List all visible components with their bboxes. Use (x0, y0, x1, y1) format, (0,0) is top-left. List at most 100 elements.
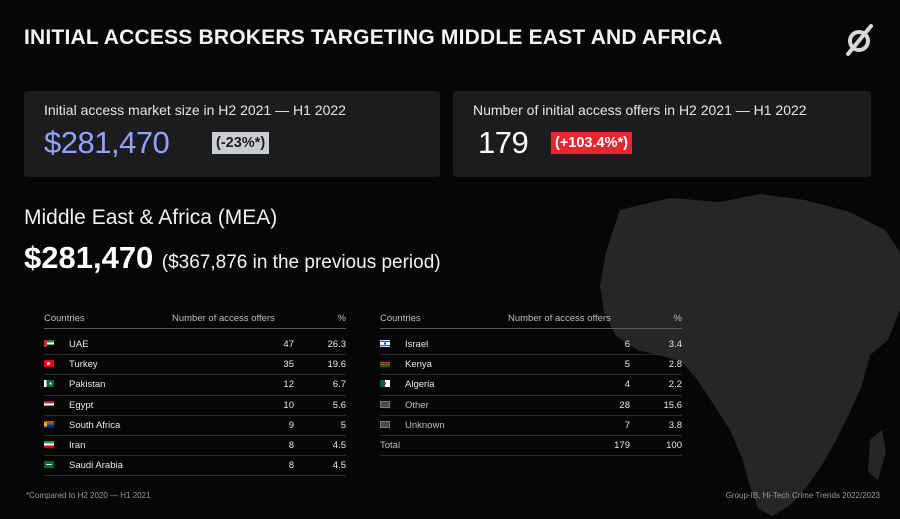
offers-count-change-badge: (+103.4%*) (551, 132, 632, 154)
country-name: Pakistan (69, 379, 106, 391)
offers-cell: 9 (172, 415, 294, 436)
country-cell: Pakistan (44, 374, 172, 396)
percent-cell: 5.6 (294, 395, 346, 416)
country-name: Other (405, 399, 429, 411)
table-row: Egypt 10 5.6 (44, 395, 346, 416)
total-label-cell: Total (380, 435, 508, 457)
group-ib-logo-icon (846, 24, 873, 56)
market-size-label: Initial access market size in H2 2021 — … (44, 102, 346, 118)
offers-cell: 47 (172, 328, 294, 356)
uae-flag-icon (44, 340, 54, 348)
col-header-offers: Number of access offers (172, 308, 294, 329)
offers-cell: 6 (508, 328, 630, 356)
country-cell: Israel (380, 328, 508, 356)
country-cell: Unknown (380, 415, 508, 436)
country-cell: South Africa (44, 415, 172, 436)
table-row: Other 28 15.6 (380, 395, 682, 416)
percent-cell: 3.4 (630, 328, 682, 356)
turkey-flag-icon (44, 360, 54, 368)
egypt-flag-icon (44, 400, 54, 408)
pakistan-flag-icon (44, 380, 54, 388)
region-previous-period: ($367,876 in the previous period) (161, 252, 441, 273)
percent-cell: 26.3 (294, 328, 346, 356)
offers-cell: 7 (508, 415, 630, 436)
offers-cell: 35 (172, 354, 294, 376)
other-flag-icon (380, 400, 390, 408)
percent-cell: 4.5 (294, 455, 346, 477)
region-heading: Middle East & Africa (MEA) (24, 206, 278, 229)
offers-cell: 8 (172, 435, 294, 457)
country-cell: Kenya (380, 354, 508, 376)
country-name: Saudi Arabia (69, 460, 123, 472)
table-row: Kenya 5 2.8 (380, 354, 682, 376)
africa-map-silhouette (600, 194, 900, 516)
percent-cell: 3.8 (630, 415, 682, 436)
country-cell: Turkey (44, 354, 172, 376)
table-row: Iran 8 4.5 (44, 435, 346, 457)
col-header-countries: Countries (380, 308, 508, 329)
offers-cell: 5 (508, 354, 630, 376)
table-total-row: Total 179 100 (380, 435, 682, 457)
market-size-card: Initial access market size in H2 2021 — … (24, 91, 440, 177)
table-row: Algeria 4 2.2 (380, 374, 682, 396)
kenya-flag-icon (380, 360, 390, 368)
footnote: *Compared to H2 2020 — H1 2021 (26, 491, 151, 500)
iran-flag-icon (44, 441, 54, 449)
country-cell: Egypt (44, 395, 172, 416)
country-cell: UAE (44, 328, 172, 356)
offers-cell: 10 (172, 395, 294, 416)
table-row: Pakistan 12 6.7 (44, 374, 346, 396)
col-header-percent: % (630, 308, 682, 329)
country-name: UAE (69, 339, 89, 351)
offers-count-card: Number of initial access offers in H2 20… (453, 91, 871, 177)
region-total-amount: $281,470 (24, 240, 154, 275)
country-cell: Saudi Arabia (44, 455, 172, 477)
saudi-arabia-flag-icon (44, 461, 54, 469)
percent-cell: 2.2 (630, 374, 682, 396)
table-row: Turkey 35 19.6 (44, 354, 346, 376)
country-name: Egypt (69, 399, 94, 411)
source-credit: Group-IB, Hi-Tech Crime Trends 2022/2023 (725, 491, 880, 500)
countries-table-left: Countries Number of access offers % UAE 4… (44, 308, 346, 477)
percent-cell: 4.5 (294, 435, 346, 457)
country-name: Israel (405, 339, 429, 351)
col-header-offers: Number of access offers (508, 308, 630, 329)
percent-cell: 6.7 (294, 374, 346, 396)
country-name: Algeria (405, 379, 435, 391)
percent-cell: 5 (294, 415, 346, 436)
table-row: UAE 47 26.3 (44, 328, 346, 356)
region-total: $281,470 ($367,876 in the previous perio… (24, 240, 441, 276)
percent-cell: 2.8 (630, 354, 682, 376)
offers-cell: 8 (172, 455, 294, 477)
offers-cell: 4 (508, 374, 630, 396)
country-cell: Iran (44, 435, 172, 457)
algeria-flag-icon (380, 380, 390, 388)
countries-table-right: Countries Number of access offers % Isra… (380, 308, 682, 457)
total-percent-cell: 100 (630, 435, 682, 457)
market-size-change-badge: (-23%*) (212, 132, 270, 154)
country-cell: Other (380, 395, 508, 416)
percent-cell: 19.6 (294, 354, 346, 376)
country-name: Iran (69, 440, 86, 452)
table-row: Israel 6 3.4 (380, 328, 682, 356)
total-offers-cell: 179 (508, 435, 630, 457)
offers-cell: 28 (508, 395, 630, 416)
israel-flag-icon (380, 340, 390, 348)
offers-cell: 12 (172, 374, 294, 396)
country-name: Kenya (405, 359, 432, 371)
table-row: Saudi Arabia 8 4.5 (44, 455, 346, 477)
country-name: Turkey (69, 359, 98, 371)
country-name: South Africa (69, 419, 121, 431)
table-row: South Africa 9 5 (44, 415, 346, 436)
unknown-flag-icon (380, 420, 390, 428)
country-cell: Algeria (380, 374, 508, 396)
south-africa-flag-icon (44, 420, 54, 428)
page-title: INITIAL ACCESS BROKERS TARGETING MIDDLE … (24, 26, 723, 49)
col-header-countries: Countries (44, 308, 172, 329)
offers-count-label: Number of initial access offers in H2 20… (473, 102, 807, 118)
market-size-value: $281,470 (44, 125, 170, 160)
country-name: Unknown (405, 419, 445, 431)
col-header-percent: % (294, 308, 346, 329)
percent-cell: 15.6 (630, 395, 682, 416)
offers-count-value: 179 (478, 125, 529, 160)
